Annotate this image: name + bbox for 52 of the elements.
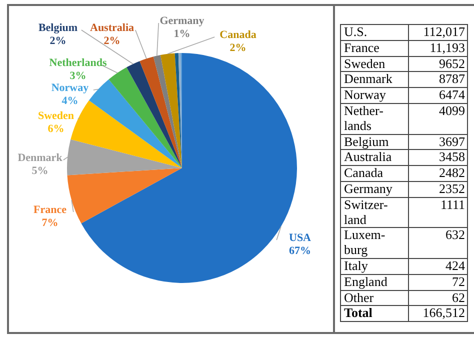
category-label: Norway: [340, 87, 408, 104]
text: 632: [446, 227, 465, 242]
category-label: Germany: [340, 180, 408, 198]
slice-label: USA: [288, 232, 312, 244]
text: 62: [452, 290, 465, 305]
text: 2352: [439, 180, 465, 196]
text: 3458: [439, 149, 465, 164]
data-label: 3%: [70, 70, 86, 82]
category-label: Other: [340, 290, 408, 306]
text: 9652: [439, 56, 465, 71]
category-label: Australia: [340, 149, 408, 166]
text: 1111: [440, 196, 465, 212]
category-label: France: [340, 40, 408, 56]
category-label: Belgium: [340, 134, 408, 150]
text: 166,512: [422, 305, 465, 320]
text: 4099: [439, 102, 465, 118]
slice-label: Germany: [160, 14, 205, 27]
slice-label: France: [34, 204, 67, 216]
data-label: 67%: [289, 244, 311, 257]
category-label: Canada: [340, 165, 408, 182]
category-label: Sweden: [340, 56, 408, 72]
data-label: 5%: [32, 164, 48, 177]
slice-label: Norway: [51, 82, 90, 94]
data-label: 6%: [48, 122, 64, 135]
category-label: U.S.: [340, 24, 408, 40]
slice-label: Sweden: [38, 110, 74, 122]
category-label: Switzer-land: [340, 196, 408, 228]
text: 8787: [439, 71, 465, 86]
text: 11,193: [430, 40, 465, 55]
category-label: Total: [340, 305, 408, 322]
text: 2482: [439, 165, 465, 180]
data-label: 2%: [230, 42, 246, 54]
data-label: 7%: [42, 216, 58, 229]
category-label: Nether-lands: [340, 102, 408, 134]
category-label: Luxem-burg: [340, 227, 408, 258]
category-label: Denmark: [340, 71, 408, 88]
slice-label: Australia: [90, 22, 134, 34]
data-label: 4%: [62, 94, 78, 107]
slice-label: Belgium: [38, 22, 78, 34]
text: 72: [452, 274, 465, 289]
text: 424: [446, 258, 465, 273]
data-label: 1%: [174, 28, 190, 40]
slice-label: Canada: [220, 28, 257, 41]
slice-label: Denmark: [18, 152, 64, 164]
category-label: England: [340, 274, 408, 290]
text: 6474: [439, 87, 465, 102]
slice-label: Netherlands: [49, 56, 108, 69]
category-label: Italy: [340, 258, 408, 274]
data-label: 2%: [104, 34, 120, 47]
text: 112,017: [423, 24, 465, 39]
data-label: 2%: [50, 34, 66, 47]
text: 3697: [439, 134, 465, 149]
